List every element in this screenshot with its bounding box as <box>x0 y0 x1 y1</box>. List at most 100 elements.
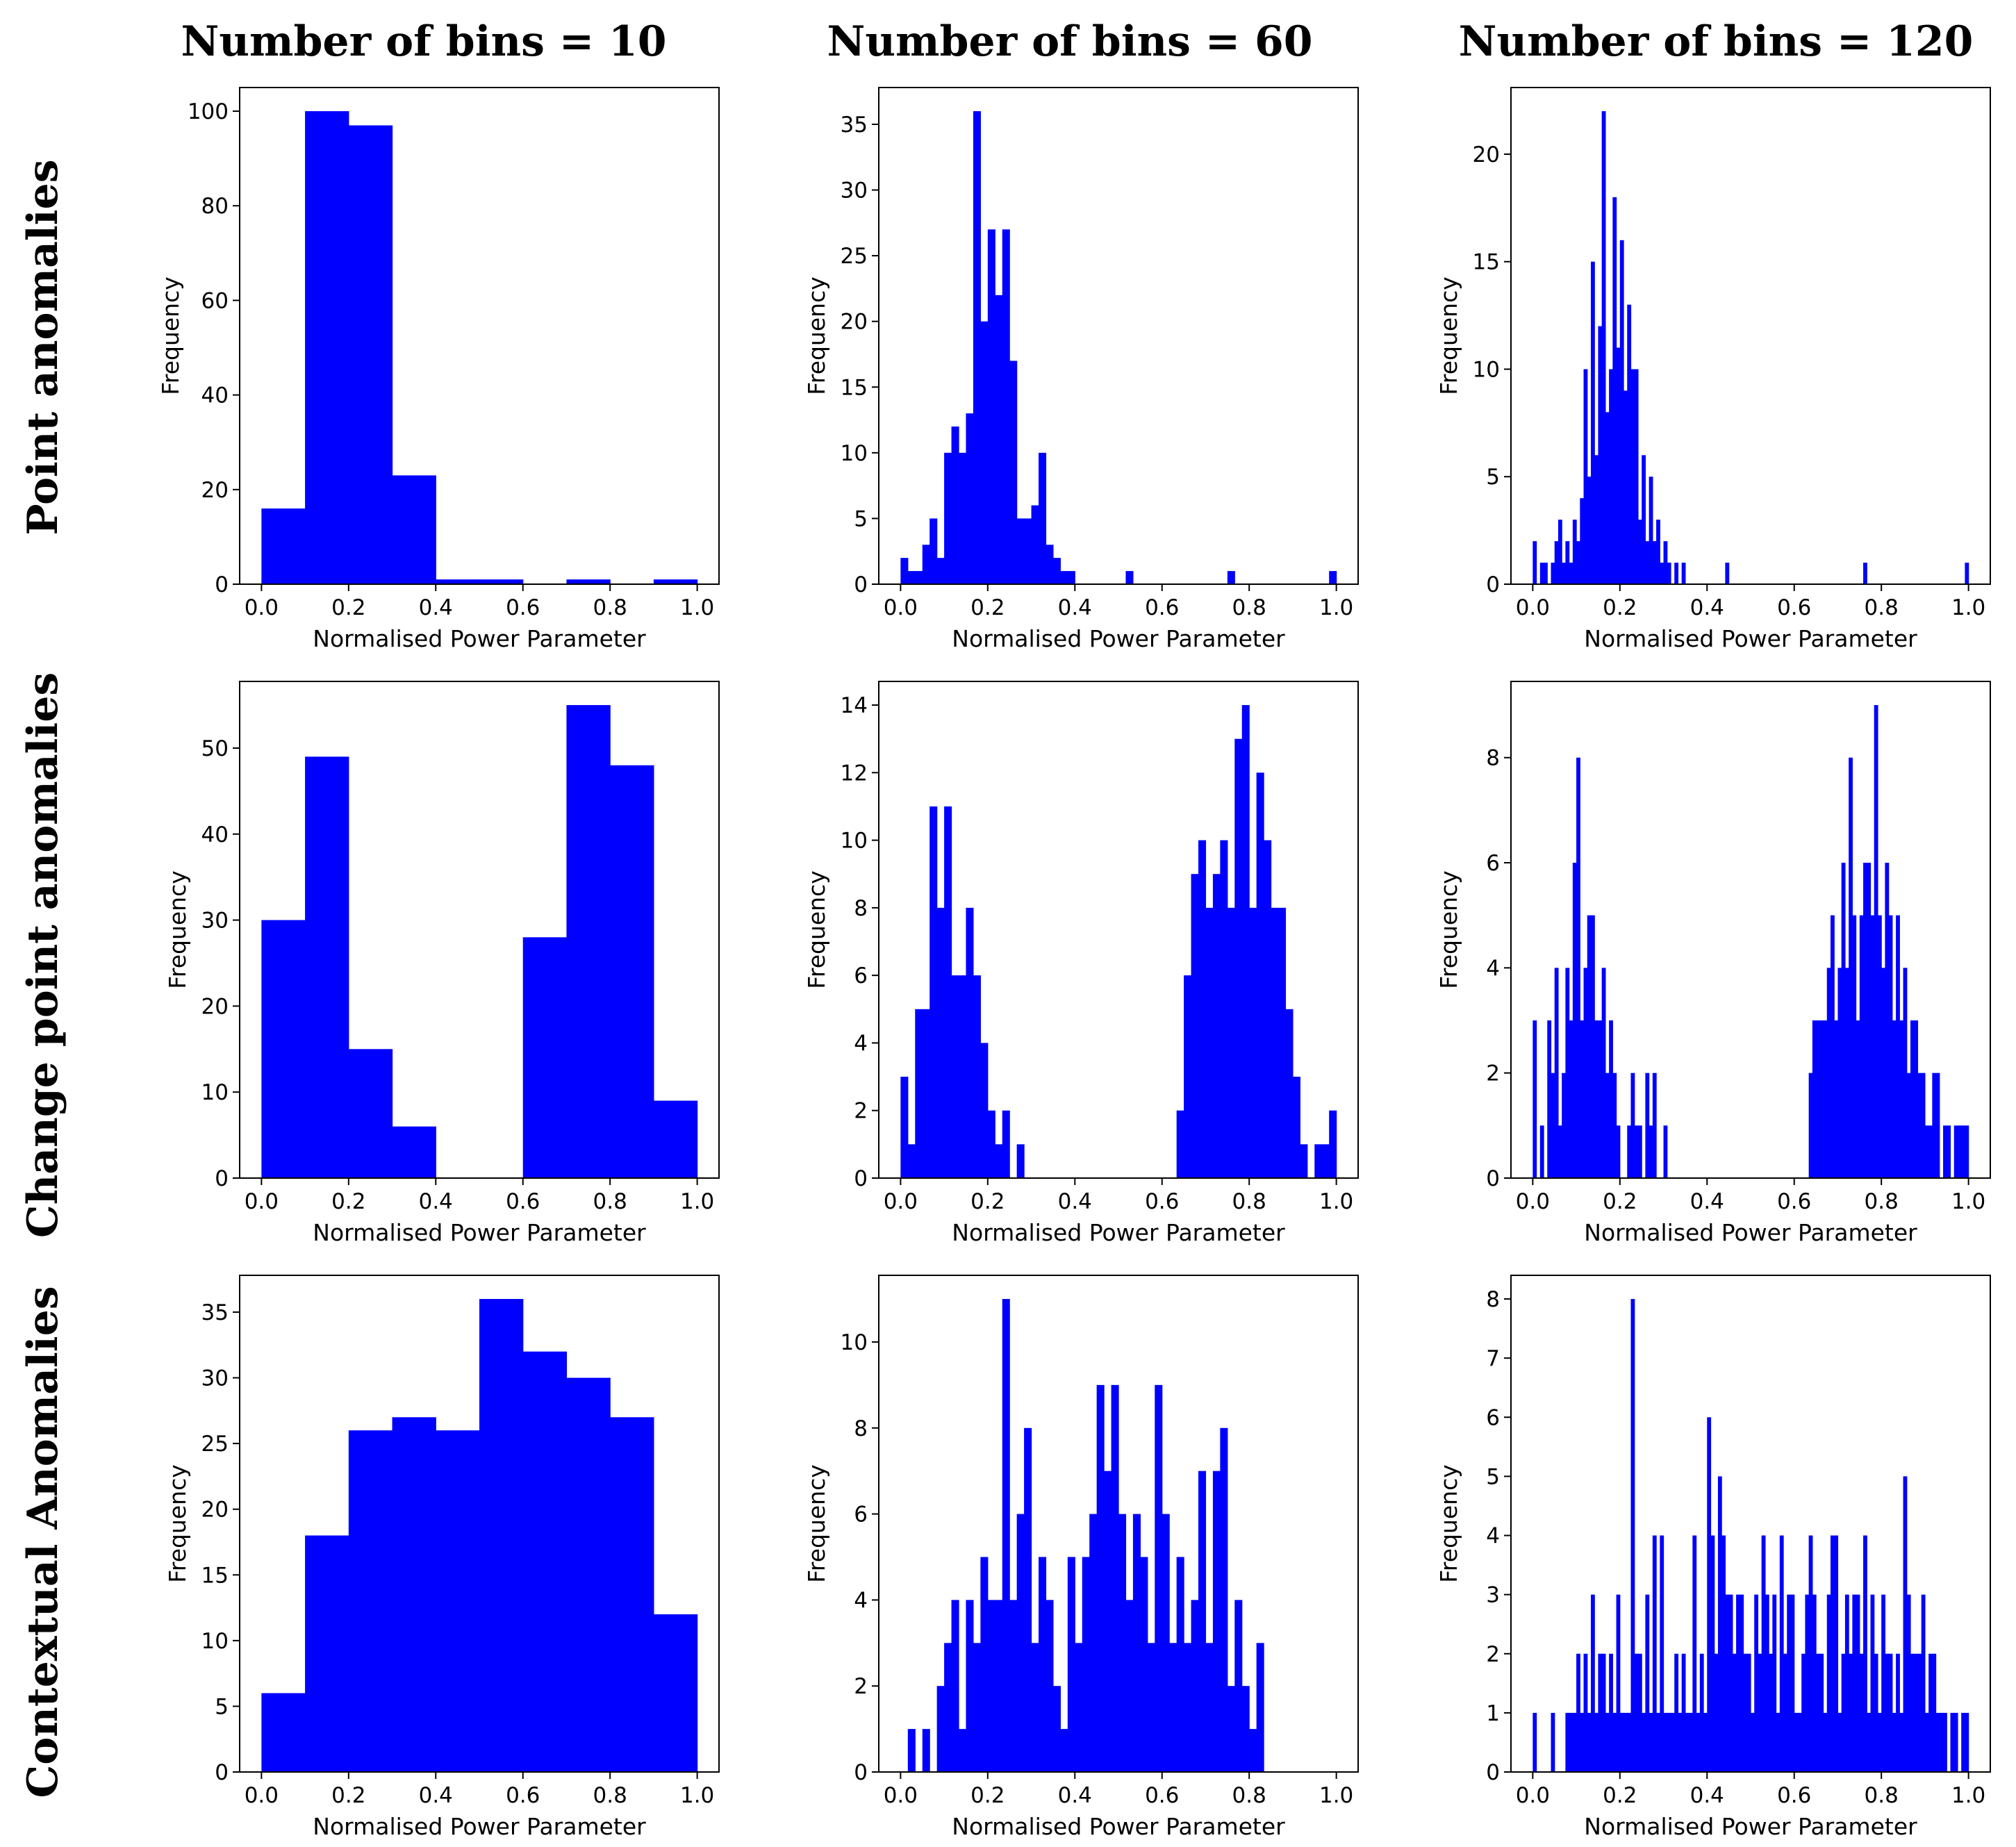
histogram-bar <box>1256 772 1264 1178</box>
y-tick-label: 25 <box>201 1432 229 1457</box>
y-tick-label: 0 <box>854 572 868 597</box>
histogram-bar <box>1674 563 1679 584</box>
histogram-bar <box>1587 477 1592 584</box>
histogram-bar <box>1583 968 1588 1178</box>
y-tick-label: 15 <box>1473 250 1500 275</box>
histogram-bar <box>305 111 349 585</box>
histogram-bar <box>1539 563 1544 584</box>
histogram-panel: 0.0 0.2 0.4 0.6 0.8 1.0 0 5 10 15 20 25 30 35 Normalis… <box>803 87 1359 652</box>
histogram-bar <box>1031 505 1039 584</box>
histogram-bar <box>1914 1020 1919 1178</box>
histogram-bar <box>959 452 967 584</box>
histogram-bar <box>1935 1072 1940 1178</box>
x-tick-label: 0.4 <box>1690 595 1724 620</box>
histogram-bar <box>1896 1653 1900 1772</box>
x-tick-label: 0.6 <box>1145 1189 1179 1214</box>
histogram-bar <box>1198 840 1207 1178</box>
histogram-bar <box>1634 1125 1639 1178</box>
histogram-bar <box>1823 1712 1828 1772</box>
y-tick-label: 8 <box>854 1416 868 1441</box>
histogram-panel: 0.0 0.2 0.4 0.6 0.8 1.0 0 2 4 6 8 10 Normalised Powe… <box>803 1275 1359 1840</box>
histogram-bar <box>1652 541 1657 584</box>
histogram-bar <box>1587 915 1592 1178</box>
y-tick-label: 6 <box>1486 851 1500 876</box>
histogram-bar <box>610 1417 654 1772</box>
histogram-bar <box>1605 412 1610 584</box>
histogram-bar <box>995 295 1003 584</box>
histogram-bar <box>959 1729 967 1772</box>
histogram-bar <box>1656 1712 1660 1772</box>
histogram-bar <box>1863 863 1867 1178</box>
histogram-bar <box>1111 1384 1119 1772</box>
y-tick-label: 25 <box>841 244 868 269</box>
histogram-bar <box>653 579 698 584</box>
x-tick-label: 1.0 <box>1951 1189 1985 1214</box>
y-axis-label: Frequency <box>164 1464 191 1582</box>
histogram-bar <box>1249 1729 1257 1772</box>
histogram-bar <box>1917 1653 1922 1772</box>
histogram-panel: 0.0 0.2 0.4 0.6 0.8 1.0 0 2 4 6 8 10 12 14 Normalised … <box>803 681 1359 1246</box>
histogram-bar <box>1844 1594 1849 1772</box>
histogram-bar <box>392 1417 436 1772</box>
histogram-bar <box>1667 1712 1671 1772</box>
y-tick-label: 40 <box>201 383 229 408</box>
histogram-bar <box>1660 563 1664 584</box>
histogram-bar <box>936 1686 945 1772</box>
histogram-bar <box>1642 1712 1646 1772</box>
y-tick-label: 8 <box>1486 746 1500 771</box>
histogram-bar <box>966 1600 974 1772</box>
histogram-bar <box>1096 1384 1105 1772</box>
histogram-bar <box>1870 915 1875 1178</box>
histogram-bar <box>1689 1712 1693 1772</box>
x-tick-label: 0.8 <box>593 1189 627 1214</box>
histogram-panel: 0.0 0.2 0.4 0.6 0.8 1.0 0 20 40 60 80 100 Normalised… <box>157 87 720 652</box>
histogram-bar <box>1935 1712 1940 1772</box>
histogram-bar <box>1965 563 1969 584</box>
histogram-bar <box>973 111 981 585</box>
histogram-bar <box>1859 1653 1864 1772</box>
histogram-bar <box>1725 563 1730 584</box>
y-tick-label: 8 <box>854 896 868 921</box>
histogram-bar <box>1837 968 1842 1178</box>
histogram-bar <box>1271 907 1279 1178</box>
histogram-bar <box>1605 1072 1610 1178</box>
histogram-bar <box>1736 1594 1740 1772</box>
histogram-bar <box>1634 1653 1639 1772</box>
histogram-bar <box>1067 1557 1075 1772</box>
histogram-bar <box>907 571 916 584</box>
histogram-bar <box>1671 1712 1675 1772</box>
y-tick-label: 8 <box>1486 1287 1500 1312</box>
histogram-bar <box>1601 1653 1606 1772</box>
histogram-bar <box>1917 1072 1922 1178</box>
histogram-bar <box>1587 1712 1592 1772</box>
histogram-bar <box>1630 1072 1635 1178</box>
histogram-bar <box>1205 907 1214 1178</box>
histogram-bar <box>1769 1653 1773 1772</box>
histogram-bar <box>1928 1125 1933 1178</box>
histogram-panel: 0.0 0.2 0.4 0.6 0.8 1.0 0 5 10 15 20 Normalised Pow… <box>1435 87 1991 652</box>
y-axis-label: Frequency <box>803 276 830 395</box>
histogram-bar <box>610 765 654 1178</box>
histogram-bar <box>1681 1653 1686 1772</box>
histogram-bar <box>1816 1653 1820 1772</box>
histogram-bar <box>1609 1653 1613 1772</box>
histogram-bar <box>1601 111 1606 585</box>
histogram-bar <box>1867 1712 1872 1772</box>
histogram-bar <box>1965 1125 1969 1178</box>
y-tick-label: 20 <box>201 994 229 1019</box>
histogram-bar <box>1957 1125 1962 1178</box>
histogram-bar <box>1558 1125 1562 1178</box>
histogram-bar <box>1765 1594 1769 1772</box>
histogram-bar <box>1826 1594 1831 1772</box>
y-axis-label: Frequency <box>803 1464 830 1582</box>
histogram-bar <box>1162 1514 1170 1772</box>
histogram-bar <box>1169 1643 1178 1772</box>
histogram-bar <box>1612 1712 1617 1772</box>
histogram-bar <box>1797 1712 1802 1772</box>
x-axis-label: Normalised Power Parameter <box>1584 1219 1917 1246</box>
histogram-bar <box>1016 518 1025 584</box>
column-title-bins-120: Number of bins = 120 <box>1459 17 1974 66</box>
histogram-bar <box>1852 915 1857 1178</box>
histogram-bar <box>1939 1712 1944 1772</box>
y-tick-label: 0 <box>854 1166 868 1191</box>
